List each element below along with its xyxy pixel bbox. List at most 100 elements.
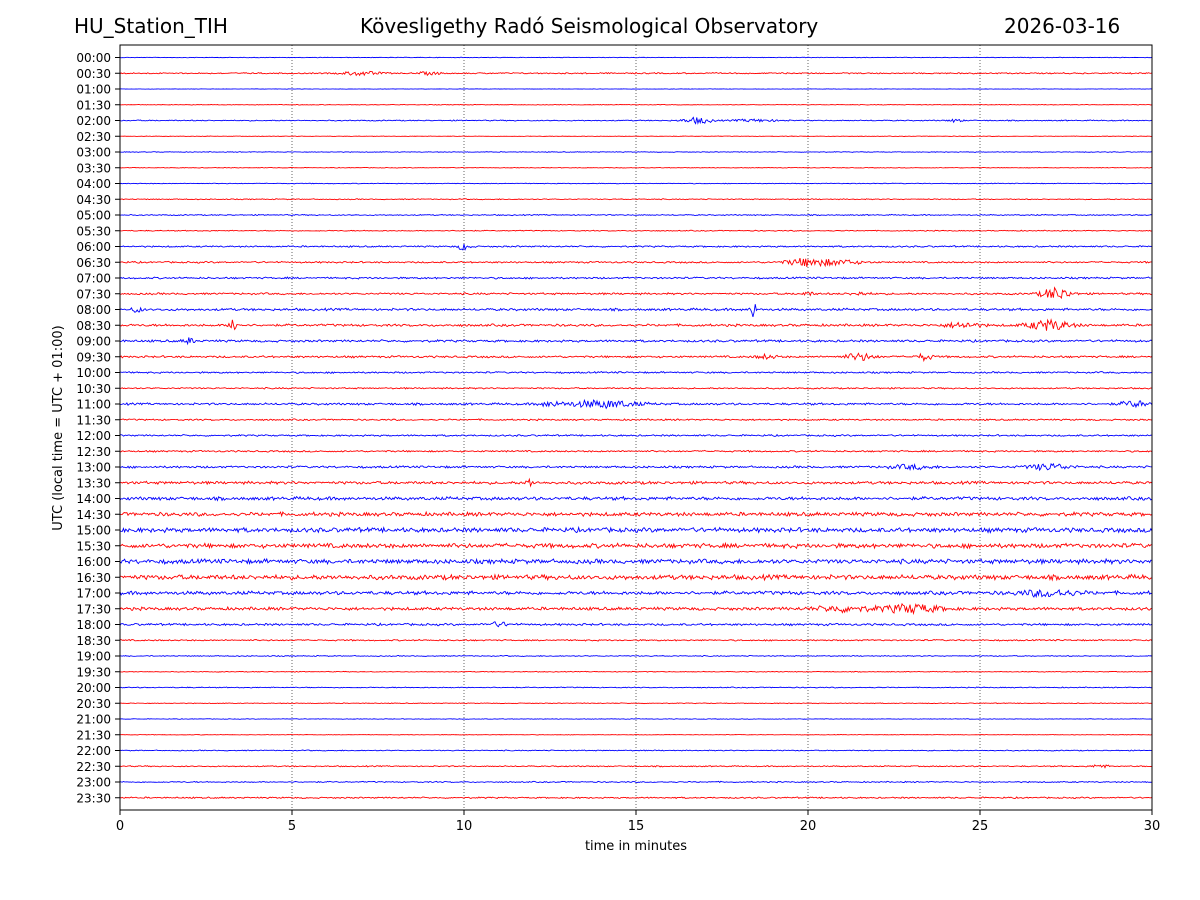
trace-0600 [119, 244, 1153, 251]
trace-2000 [119, 686, 1153, 689]
row-label: 17:30 [76, 602, 111, 616]
x-tick-label: 20 [800, 819, 817, 834]
trace-1630 [119, 573, 1153, 582]
trace-1200 [119, 433, 1153, 438]
trace-0300 [119, 151, 1153, 153]
row-label: 13:30 [76, 476, 111, 490]
trace-1730 [119, 602, 1153, 616]
trace-1400 [119, 495, 1153, 502]
trace-1930 [119, 670, 1153, 673]
x-tick-label: 0 [116, 819, 124, 834]
trace-1300 [119, 462, 1153, 472]
row-label: 22:30 [76, 760, 111, 774]
trace-1130 [119, 418, 1153, 422]
x-tick-label: 25 [972, 819, 989, 834]
trace-2100 [119, 718, 1153, 720]
row-label: 02:30 [76, 130, 111, 144]
row-label: 14:00 [76, 492, 111, 506]
grid-lines [291, 45, 981, 810]
row-label: 20:00 [76, 681, 111, 695]
row-label: 03:00 [76, 146, 111, 160]
row-label: 19:30 [76, 665, 111, 679]
x-tick-label: 5 [288, 819, 296, 834]
row-label: 21:30 [76, 728, 111, 742]
trace-1230 [119, 449, 1153, 453]
row-label: 18:30 [76, 634, 111, 648]
trace-0130 [119, 103, 1153, 106]
row-label: 07:30 [76, 287, 111, 301]
plot-frame [119, 44, 1153, 811]
trace-0000 [119, 56, 1153, 59]
trace-0730 [119, 286, 1153, 300]
trace-0530 [119, 229, 1153, 232]
row-label: 06:30 [76, 256, 111, 270]
x-tick-label: 15 [628, 819, 645, 834]
trace-0930 [119, 352, 1153, 363]
x-axis-ticks: 0 5 10 15 20 25 30 [116, 810, 1160, 834]
row-label: 17:00 [76, 587, 111, 601]
row-label: 05:00 [76, 209, 111, 223]
row-label: 23:00 [76, 776, 111, 790]
observatory-title: Kövesligethy Radó Seismological Observat… [360, 14, 819, 38]
row-label: 09:00 [76, 335, 111, 349]
row-label: 14:30 [76, 508, 111, 522]
seismic-traces [119, 56, 1153, 800]
row-label: 16:00 [76, 555, 111, 569]
trace-2330 [119, 796, 1153, 800]
trace-2230 [119, 764, 1153, 769]
row-label: 07:00 [76, 272, 111, 286]
row-label: 08:00 [76, 303, 111, 317]
row-label: 22:00 [76, 744, 111, 758]
record-date: 2026-03-16 [1004, 14, 1121, 38]
trace-2030 [119, 702, 1153, 705]
station-name: HU_Station_TIH [74, 14, 228, 38]
row-label: 16:30 [76, 571, 111, 585]
trace-1530 [119, 541, 1153, 550]
trace-0430 [119, 198, 1153, 201]
row-label: 11:00 [76, 398, 111, 412]
y-axis-label: UTC (local time = UTC + 01:00) [51, 325, 66, 530]
trace-1800 [119, 621, 1153, 628]
trace-0030 [119, 70, 1153, 77]
x-tick-label: 30 [1144, 819, 1161, 834]
trace-1700 [119, 589, 1153, 599]
row-label: 23:30 [76, 791, 111, 805]
row-label: 01:00 [76, 83, 111, 97]
trace-0330 [119, 166, 1152, 169]
row-label: 13:00 [76, 461, 111, 475]
row-label: 10:00 [76, 366, 111, 380]
trace-1430 [119, 510, 1153, 518]
trace-0830 [119, 318, 1153, 331]
trace-2200 [119, 749, 1153, 752]
row-label: 12:30 [76, 445, 111, 459]
trace-2300 [119, 780, 1153, 784]
row-label: 06:00 [76, 240, 111, 254]
trace-0700 [119, 276, 1153, 280]
row-label: 00:00 [76, 51, 111, 65]
trace-1330 [119, 477, 1153, 488]
trace-0400 [119, 182, 1153, 185]
trace-1500 [119, 525, 1153, 534]
trace-0900 [119, 337, 1153, 346]
row-label: 08:30 [76, 319, 111, 333]
trace-0800 [119, 304, 1153, 318]
trace-2130 [119, 734, 1153, 736]
row-label: 11:30 [76, 413, 111, 427]
trace-1600 [119, 557, 1153, 566]
trace-1000 [119, 370, 1153, 375]
row-label: 04:00 [76, 177, 111, 191]
trace-1900 [119, 654, 1153, 658]
row-label: 19:00 [76, 650, 111, 664]
x-axis-label: time in minutes [585, 839, 687, 854]
trace-1100 [119, 398, 1153, 410]
row-label: 03:30 [76, 161, 111, 175]
trace-0500 [119, 213, 1153, 217]
row-label: 01:30 [76, 98, 111, 112]
row-label: 02:00 [76, 114, 111, 128]
row-label: 05:30 [76, 224, 111, 238]
row-label: 15:00 [76, 524, 111, 538]
trace-0200 [119, 116, 1153, 125]
row-label: 12:00 [76, 429, 111, 443]
